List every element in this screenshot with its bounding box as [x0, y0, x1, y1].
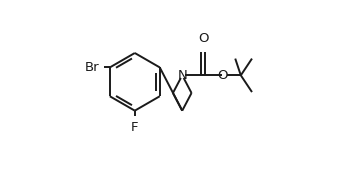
Text: O: O [217, 69, 227, 82]
Text: N: N [178, 69, 187, 82]
Text: O: O [198, 32, 208, 45]
Text: F: F [131, 121, 139, 134]
Text: Br: Br [85, 61, 100, 74]
